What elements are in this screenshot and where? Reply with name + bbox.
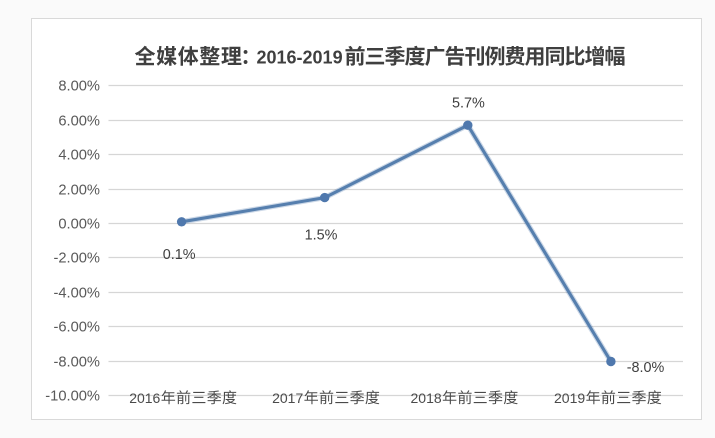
svg-text:-10.00%: -10.00%	[45, 389, 100, 405]
svg-text:8.00%: 8.00%	[58, 79, 100, 95]
svg-text:4.00%: 4.00%	[58, 148, 100, 164]
svg-text:0.00%: 0.00%	[58, 217, 100, 233]
svg-text:2019: 2019	[554, 390, 585, 406]
svg-text:2016: 2016	[129, 390, 160, 406]
svg-text:0.1%: 0.1%	[163, 247, 196, 263]
svg-text:6.00%: 6.00%	[58, 114, 100, 130]
svg-text:5.7%: 5.7%	[452, 96, 485, 112]
svg-text:2.00%: 2.00%	[58, 183, 100, 199]
svg-text:-6.00%: -6.00%	[53, 320, 100, 336]
svg-text:2016-2019: 2016-2019	[257, 48, 343, 68]
svg-text:-2.00%: -2.00%	[53, 251, 100, 267]
svg-text:1.5%: 1.5%	[305, 228, 338, 244]
svg-text:2018: 2018	[411, 390, 442, 406]
svg-text:-8.0%: -8.0%	[627, 360, 665, 376]
svg-text:-4.00%: -4.00%	[53, 286, 100, 302]
svg-text:-8.00%: -8.00%	[53, 355, 100, 371]
svg-text:2017: 2017	[272, 390, 303, 406]
